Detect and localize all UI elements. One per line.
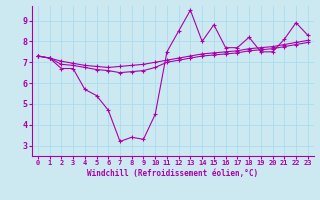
X-axis label: Windchill (Refroidissement éolien,°C): Windchill (Refroidissement éolien,°C) (87, 169, 258, 178)
